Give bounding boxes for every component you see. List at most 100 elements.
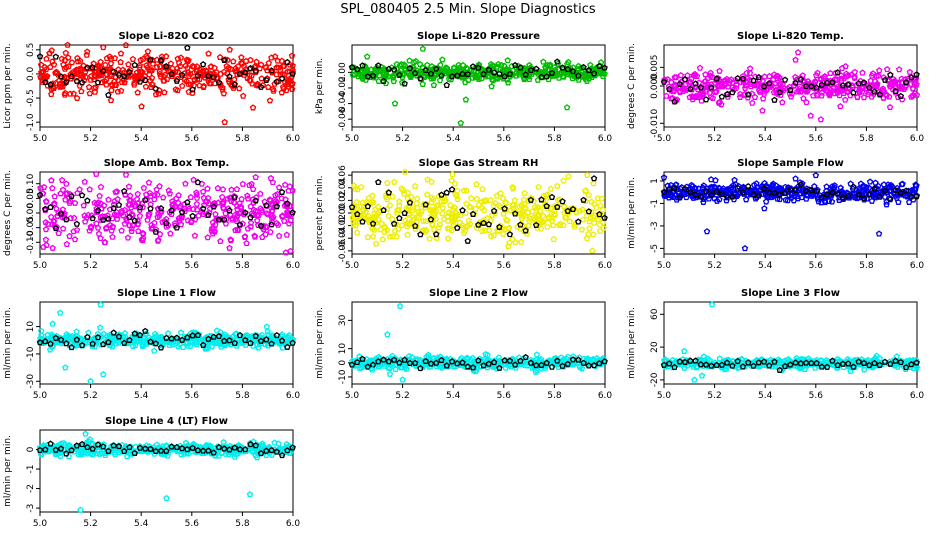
data-point-black: [823, 190, 831, 198]
data-point: [866, 178, 874, 185]
data-point: [57, 452, 64, 459]
data-point-black: [744, 182, 752, 190]
data-point-black: [252, 442, 259, 449]
data-point: [800, 360, 808, 367]
y-tick-label: 30: [338, 314, 348, 326]
data-point: [114, 76, 122, 84]
data-point-black: [760, 83, 768, 90]
data-point: [476, 358, 483, 365]
data-point: [269, 179, 277, 186]
data-point: [493, 63, 501, 70]
y-tick-label: 10: [26, 321, 36, 333]
data-point: [707, 176, 715, 183]
data-point: [109, 233, 116, 240]
data-point: [713, 197, 721, 204]
data-point: [49, 58, 56, 65]
data-point: [227, 236, 234, 243]
data-point-black: [808, 359, 815, 366]
data-point-black: [189, 444, 196, 451]
data-point: [707, 69, 714, 76]
data-point: [391, 227, 399, 234]
data-point-black: [89, 340, 96, 347]
data-point: [66, 232, 73, 239]
data-point-black: [73, 220, 81, 227]
outlier-point: [703, 228, 711, 235]
data-point: [357, 68, 364, 75]
x-tick-label: 6.0: [598, 391, 613, 401]
data-point-black: [236, 445, 244, 453]
data-point-black: [913, 359, 920, 366]
data-point: [671, 73, 678, 81]
data-point-black: [760, 185, 768, 192]
data-point: [196, 82, 203, 89]
data-point: [151, 334, 158, 341]
data-point: [193, 191, 200, 198]
data-point-black: [708, 362, 715, 369]
y-tick-label: 0.06: [338, 165, 348, 185]
data-point-black: [94, 207, 102, 214]
x-tick-label: 5.8: [235, 519, 250, 529]
data-point: [40, 243, 47, 250]
data-point: [156, 182, 163, 190]
data-point-black: [897, 189, 905, 196]
data-point: [526, 215, 534, 222]
data-point: [837, 102, 844, 110]
data-point: [49, 342, 57, 349]
outlier-point: [391, 100, 399, 107]
data-point: [162, 52, 170, 60]
data-point-black: [42, 205, 49, 212]
data-point: [142, 191, 150, 198]
data-point-black: [532, 221, 540, 228]
data-point: [354, 229, 361, 236]
data-point: [238, 195, 245, 202]
data-point: [590, 180, 597, 187]
data-point: [594, 194, 602, 202]
data-point: [718, 101, 725, 108]
data-point: [502, 206, 509, 213]
data-point: [761, 205, 768, 212]
data-point-black: [63, 78, 70, 85]
data-point: [365, 212, 372, 220]
panel-title: Slope Li-820 Temp.: [737, 31, 844, 42]
data-point-black: [892, 87, 899, 94]
data-point-black: [273, 448, 281, 455]
data-point-black: [78, 191, 86, 199]
data-point: [266, 97, 274, 104]
data-point: [569, 353, 577, 360]
data-point: [447, 201, 454, 208]
data-point: [62, 63, 70, 70]
data-point: [233, 202, 241, 209]
data-point-black: [120, 447, 128, 455]
data-point-black: [692, 357, 699, 364]
data-point: [142, 83, 150, 90]
data-point: [535, 212, 542, 219]
data-point-black: [506, 230, 514, 238]
x-tick-label: 5.0: [33, 519, 48, 529]
x-tick-label: 6.0: [286, 134, 301, 144]
data-point: [122, 41, 130, 48]
data-point: [90, 76, 98, 83]
data-point: [81, 448, 88, 455]
data-point-black: [781, 189, 789, 197]
data-point: [362, 67, 370, 74]
data-point-black: [168, 70, 175, 77]
x-tick-label: 6.0: [910, 134, 925, 144]
outlier-point: [49, 244, 56, 251]
data-point-black: [469, 210, 477, 217]
outlier-point: [807, 112, 814, 119]
data-point: [770, 89, 778, 96]
data-point-black: [839, 82, 847, 89]
data-point: [134, 190, 141, 197]
data-point: [270, 87, 277, 94]
data-point-black: [63, 216, 70, 223]
data-point: [442, 197, 449, 204]
data-point-black: [464, 237, 471, 244]
data-point-black: [511, 61, 519, 69]
data-point: [243, 239, 250, 247]
data-point: [145, 179, 153, 186]
data-point-black: [184, 445, 191, 453]
data-point-black: [543, 359, 550, 366]
y-tick-label: 0: [338, 360, 348, 366]
data-point-black: [797, 76, 805, 83]
data-point: [751, 93, 759, 100]
